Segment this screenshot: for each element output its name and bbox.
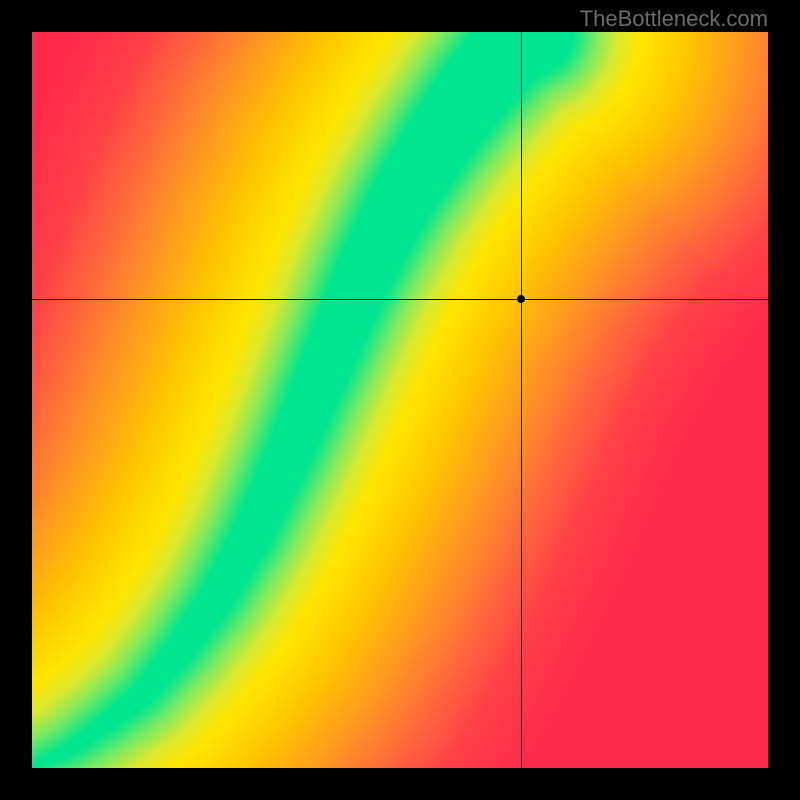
crosshair-horizontal	[32, 299, 768, 300]
watermark-text: TheBottleneck.com	[580, 6, 768, 32]
bottleneck-heatmap	[32, 32, 768, 768]
marker-dot	[517, 295, 525, 303]
page-container: TheBottleneck.com	[0, 0, 800, 800]
heatmap-canvas	[32, 32, 768, 768]
crosshair-vertical	[521, 32, 522, 768]
